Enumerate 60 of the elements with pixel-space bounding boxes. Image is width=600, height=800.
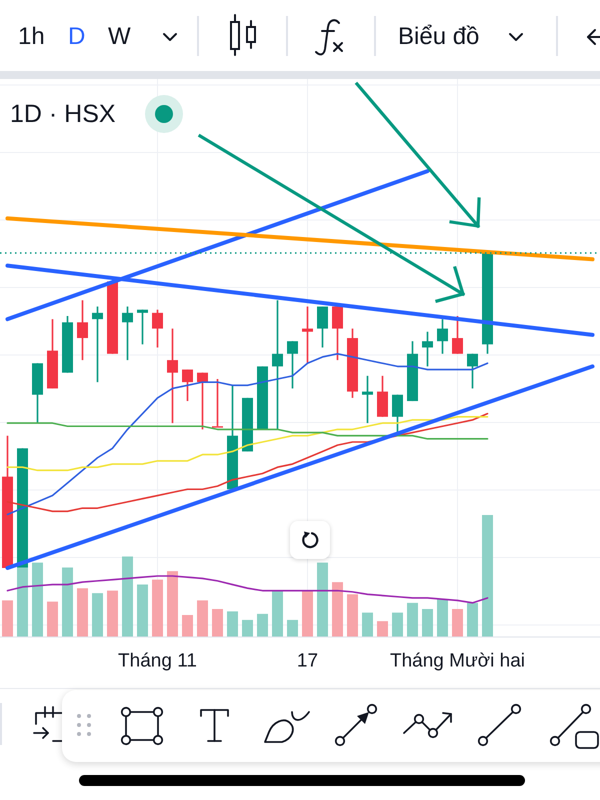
x-tick-label: Tháng Mười hai (390, 650, 526, 672)
bar (77, 588, 88, 637)
candlestick (77, 299, 88, 361)
candlestick (332, 306, 343, 361)
bar (92, 593, 103, 637)
bar (182, 615, 193, 637)
bar (152, 580, 163, 637)
chart-title: 1D · HSX (10, 100, 116, 128)
bar (122, 556, 133, 637)
bar (17, 567, 28, 637)
bar (107, 590, 118, 637)
x-tick-label: Tháng 11 (118, 650, 197, 672)
bar (317, 562, 328, 637)
candlestick (317, 306, 328, 348)
bar (377, 621, 388, 637)
bar (362, 612, 373, 637)
bar (197, 600, 208, 637)
bar (482, 515, 493, 637)
candlestick (467, 353, 478, 390)
bar (62, 567, 73, 637)
candlestick (362, 375, 373, 424)
candlestick (437, 318, 448, 355)
candlestick (452, 315, 463, 355)
bar (332, 582, 343, 637)
text: D (68, 22, 86, 52)
candlestick (287, 340, 298, 390)
candlestick (182, 368, 193, 402)
candlestick (422, 330, 433, 368)
candlestick (302, 306, 313, 364)
bar (167, 571, 178, 637)
bar (272, 590, 283, 637)
bar (452, 608, 463, 637)
bar (47, 602, 58, 637)
candlestick (92, 306, 103, 383)
bar (392, 612, 403, 637)
bar (2, 600, 13, 637)
candlestick (137, 308, 148, 346)
bar (32, 562, 43, 637)
bar (242, 620, 253, 637)
bar (347, 594, 358, 637)
bar (302, 590, 313, 637)
bar (137, 584, 148, 637)
text: Biểu đồ (398, 22, 480, 52)
bar (287, 620, 298, 637)
candlestick (392, 394, 403, 434)
text: W (108, 22, 131, 52)
bar (437, 599, 448, 637)
bar (467, 602, 478, 637)
bar (212, 608, 223, 637)
bar (422, 608, 433, 637)
bar (227, 611, 238, 637)
candlestick (122, 306, 133, 361)
candlestick (152, 308, 163, 348)
bar (257, 614, 268, 637)
candlestick (167, 328, 178, 424)
candlestick (272, 299, 283, 430)
candlestick (197, 372, 208, 430)
text: 1h (18, 22, 45, 52)
x-tick-label: 17 (296, 650, 318, 672)
bar (407, 602, 418, 637)
